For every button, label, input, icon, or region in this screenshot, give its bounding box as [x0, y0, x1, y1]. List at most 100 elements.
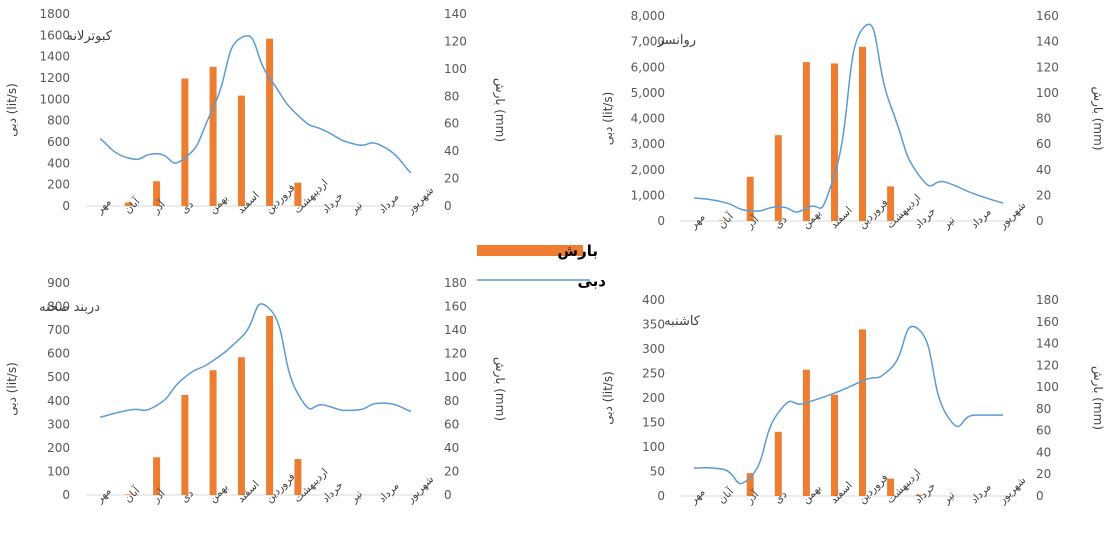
right-tick-label: 40: [1036, 163, 1051, 177]
precip-bar: [237, 95, 245, 206]
right-tick-label: 100: [444, 62, 467, 76]
right-tick-label: 40: [444, 441, 459, 455]
category-label: مهر: [687, 211, 708, 232]
left-tick-label: 6,000: [631, 60, 665, 74]
right-axis-title: بارش (mm): [1090, 366, 1105, 430]
left-tick-label: 400: [47, 394, 70, 408]
category-label: آذر: [149, 486, 169, 506]
left-tick-label: 2,000: [631, 163, 665, 177]
category-label: شهریور: [404, 184, 436, 216]
precip-bar: [859, 46, 866, 222]
right-tick-label: 0: [444, 488, 452, 502]
chart-panel: 0 1,000 2,000 3,000 4,000 5,000 6,000 7,000 8,00…: [601, 9, 1105, 232]
category-label: شهریور: [996, 474, 1028, 506]
precip-bar: [718, 220, 726, 221]
right-tick-label: 0: [1036, 214, 1044, 228]
precip-bar: [802, 62, 810, 221]
left-tick-label: 400: [47, 156, 70, 170]
left-tick-label: 0: [657, 214, 665, 228]
precip-bar: [209, 66, 217, 206]
left-tick-label: 1000: [39, 92, 70, 106]
chart-panel: 0 200 400 600 800 1000 1200 1400 1600 1800 0 20 40 60…: [5, 7, 507, 217]
discharge-line: [693, 23, 1004, 213]
right-tick-label: 180: [1036, 293, 1059, 307]
right-tick-label: 20: [444, 464, 459, 478]
category-label: مرداد: [376, 191, 401, 216]
left-tick-label: 100: [642, 440, 665, 454]
left-tick-label: 300: [642, 342, 665, 356]
chart-title: روانسر: [656, 33, 696, 48]
precip-bar: [124, 202, 132, 206]
precip-bar: [831, 63, 838, 222]
right-tick-label: 80: [444, 394, 459, 408]
category-label: مرداد: [969, 481, 994, 506]
chart-panel: 0 50 100 150 200 250 300 350 400 0 20 40 60 80 100 120 1…: [601, 293, 1105, 507]
left-tick-label: 400: [642, 293, 665, 307]
precip-bar: [887, 478, 895, 496]
category-label: مهر: [93, 196, 114, 217]
legend: بارش دبی: [477, 242, 606, 290]
left-tick-label: 4,000: [631, 112, 665, 126]
right-tick-label: 120: [1036, 358, 1059, 372]
category-label: خرداد: [320, 190, 346, 216]
chart-title: کاشنبه: [664, 314, 701, 329]
category-label: دی: [179, 487, 197, 505]
right-tick-label: 100: [1036, 86, 1059, 100]
precip-bar: [746, 176, 754, 221]
left-tick-label: 800: [47, 114, 70, 128]
precip-bar: [124, 494, 132, 495]
category-label: آبان: [121, 483, 143, 505]
right-tick-label: 60: [444, 117, 459, 131]
right-axis-title: بارش (mm): [492, 78, 507, 142]
precip-bar: [915, 494, 923, 496]
category-label: خرداد: [912, 205, 938, 231]
right-tick-label: 160: [1036, 315, 1059, 329]
category-label: شهریور: [996, 199, 1028, 231]
right-tick-label: 160: [444, 300, 467, 314]
right-tick-label: 60: [444, 417, 459, 431]
left-tick-label: 700: [47, 323, 70, 337]
precip-bar: [237, 357, 245, 495]
precip-bar: [859, 329, 866, 496]
right-tick-label: 120: [444, 347, 467, 361]
left-tick-label: 200: [47, 441, 70, 455]
precip-bar: [294, 182, 302, 206]
right-tick-label: 20: [1036, 188, 1051, 202]
left-tick-label: 1600: [39, 28, 70, 42]
discharge-line: [99, 303, 412, 419]
left-tick-label: 1400: [39, 50, 70, 64]
left-axis-title: دبی (lit/s): [601, 92, 615, 146]
left-tick-label: 3,000: [631, 137, 665, 151]
category-label: مهر: [687, 486, 708, 507]
left-tick-label: 900: [47, 276, 70, 290]
left-tick-label: 300: [47, 417, 70, 431]
precip-bar: [746, 473, 754, 496]
right-tick-label: 40: [1036, 445, 1051, 459]
right-tick-label: 120: [444, 34, 467, 48]
category-label: آذر: [742, 212, 762, 232]
left-tick-label: 350: [642, 318, 665, 332]
left-tick-label: 1200: [39, 71, 70, 85]
precip-bar: [181, 78, 189, 206]
left-tick-label: 8,000: [631, 9, 665, 23]
category-label: تیر: [940, 489, 958, 507]
right-tick-label: 140: [444, 7, 467, 21]
left-tick-label: 250: [642, 367, 665, 381]
right-axis-title: بارش (mm): [1090, 86, 1105, 150]
left-tick-label: 200: [642, 391, 665, 405]
category-label: آبان: [121, 194, 143, 216]
precip-bar: [802, 369, 810, 496]
left-tick-label: 5,000: [631, 86, 665, 100]
precip-bar: [266, 38, 274, 207]
left-tick-label: 0: [62, 199, 70, 213]
right-tick-label: 160: [1036, 9, 1059, 23]
left-tick-label: 0: [657, 489, 665, 503]
left-tick-label: 100: [47, 464, 70, 478]
left-tick-label: 200: [47, 178, 70, 192]
category-label: تیر: [347, 199, 365, 217]
right-tick-label: 140: [1036, 35, 1059, 49]
right-tick-label: 180: [444, 276, 467, 290]
left-axis-title: دبی (lit/s): [5, 362, 19, 416]
category-label: دی: [772, 213, 790, 231]
category-label: مرداد: [969, 206, 994, 231]
